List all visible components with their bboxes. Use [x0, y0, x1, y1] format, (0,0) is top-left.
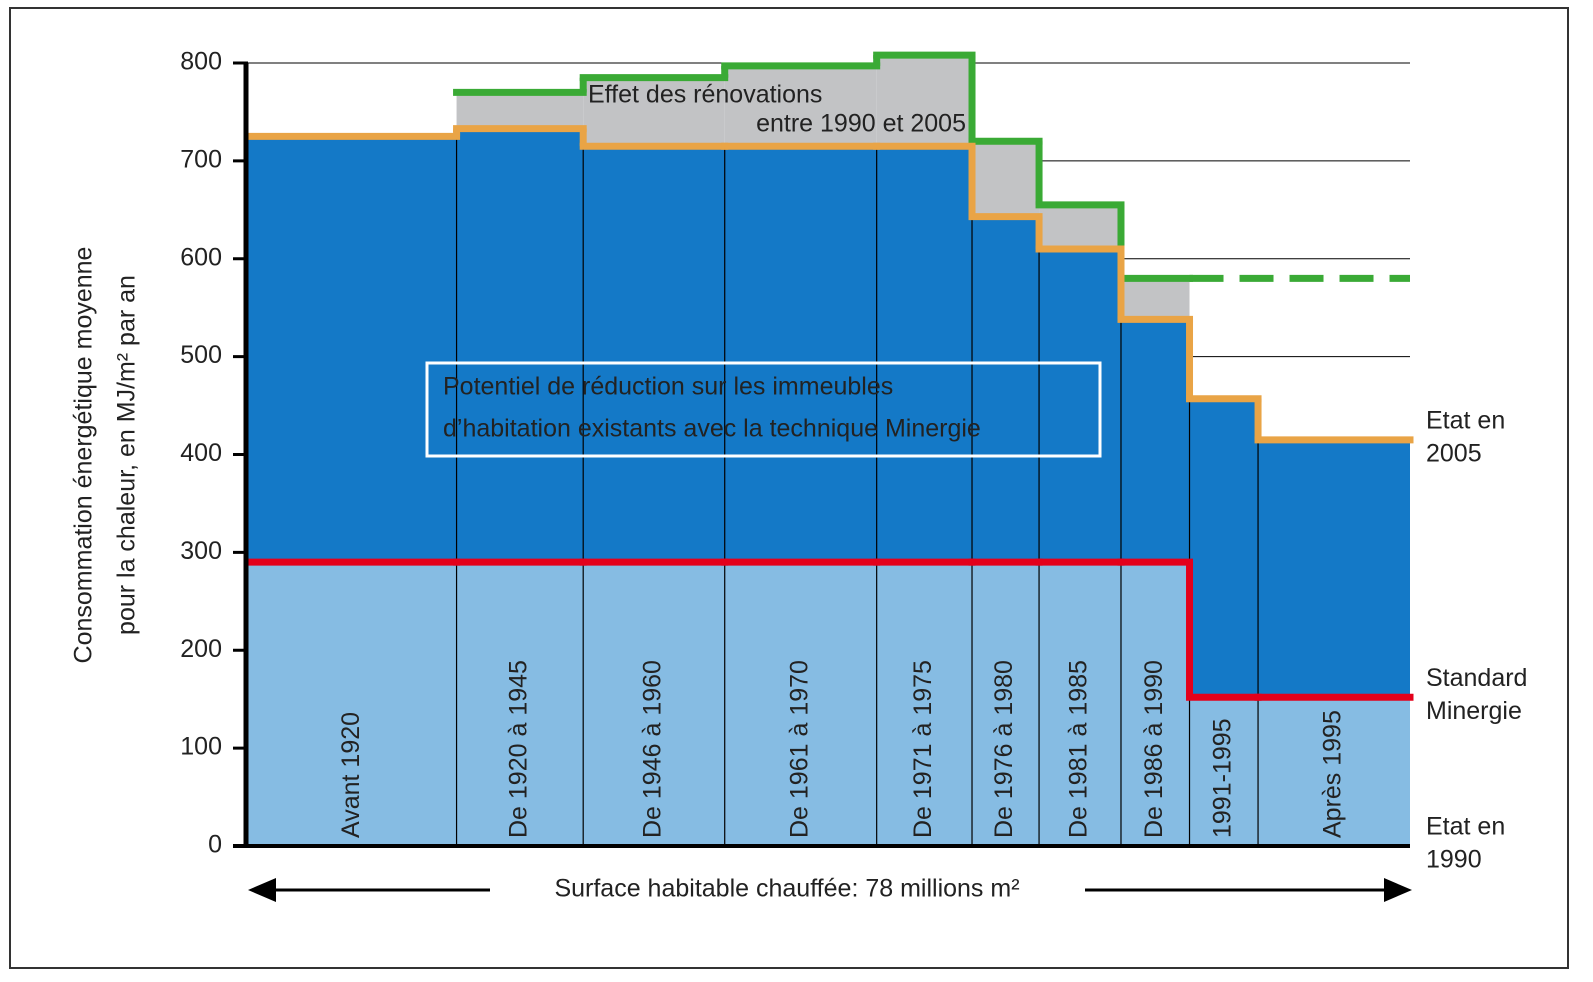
- y-tick-label: 800: [180, 48, 222, 76]
- potential-area: [972, 216, 1040, 563]
- y-axis-title: pour la chaleur, en MJ/m² par an: [113, 275, 141, 635]
- legend-label: Etat en: [1426, 813, 1505, 841]
- annotation-box: [425, 361, 1102, 458]
- y-tick-label: 100: [180, 733, 222, 761]
- y-tick-label: 500: [180, 341, 222, 369]
- renovation-area: [583, 77, 725, 147]
- renovation-area: [1120, 278, 1190, 320]
- y-tick-label: 0: [208, 831, 222, 859]
- base-area: [1039, 562, 1121, 846]
- y-tick-label: 400: [180, 439, 222, 467]
- potential-area: [1039, 248, 1121, 563]
- base-area: [456, 562, 584, 846]
- base-area: [876, 562, 973, 846]
- annotation: d’habitation existants avec la technique…: [443, 415, 981, 443]
- potential-area: [456, 128, 584, 563]
- legend-label: Minergie: [1426, 697, 1522, 725]
- y-tick-label: 300: [180, 537, 222, 565]
- x-axis-title: Surface habitable chauffée: 78 millions …: [554, 875, 1019, 903]
- arrow-head: [1384, 878, 1412, 902]
- renovation-area: [724, 65, 877, 147]
- potential-area: [1189, 398, 1259, 698]
- annotation: entre 1990 et 2005: [756, 110, 966, 138]
- category-label: De 1986 à 1990: [1140, 660, 1168, 838]
- legend-label: 2005: [1426, 439, 1482, 467]
- potential-area: [876, 146, 973, 563]
- frame: [9, 7, 1569, 969]
- y-tick-label: 200: [180, 635, 222, 663]
- category-label: De 1946 à 1960: [639, 660, 667, 838]
- y-tick-label: 700: [180, 145, 222, 173]
- annotation: Effet des rénovations: [588, 81, 822, 109]
- base-area: [583, 562, 725, 846]
- base-area: [724, 562, 877, 846]
- renovation-area: [972, 141, 1040, 217]
- legend-label: Etat en: [1426, 406, 1505, 434]
- potential-area: [724, 146, 877, 563]
- potential-area: [1120, 319, 1190, 563]
- renovation-area: [1039, 204, 1121, 249]
- base-area: [1189, 697, 1259, 846]
- category-label: De 1976 à 1980: [990, 660, 1018, 838]
- base-area: [1258, 697, 1410, 846]
- potential-area: [1258, 439, 1410, 698]
- legend-label: 1990: [1426, 846, 1482, 874]
- renovation-area: [456, 92, 584, 129]
- base-area: [248, 562, 457, 846]
- category-label: De 1971 à 1975: [909, 660, 937, 838]
- category-label: De 1920 à 1945: [504, 660, 532, 838]
- y-axis-title: Consommation énergétique moyenne: [70, 247, 98, 664]
- category-label: 1991-1995: [1208, 718, 1236, 838]
- potential-area: [583, 146, 725, 563]
- category-label: De 1981 à 1985: [1065, 660, 1093, 838]
- base-area: [1120, 562, 1190, 846]
- base-area: [972, 562, 1040, 846]
- legend-label: Standard: [1426, 664, 1527, 692]
- potential-area: [248, 136, 457, 563]
- renovation-area: [876, 55, 973, 147]
- category-label: Après 1995: [1319, 710, 1347, 838]
- arrow-head: [248, 878, 276, 902]
- category-label: De 1961 à 1970: [785, 660, 813, 838]
- annotation: Potentiel de réduction sur les immeubles: [443, 373, 893, 401]
- category-label: Avant 1920: [337, 712, 365, 838]
- y-tick-label: 600: [180, 243, 222, 271]
